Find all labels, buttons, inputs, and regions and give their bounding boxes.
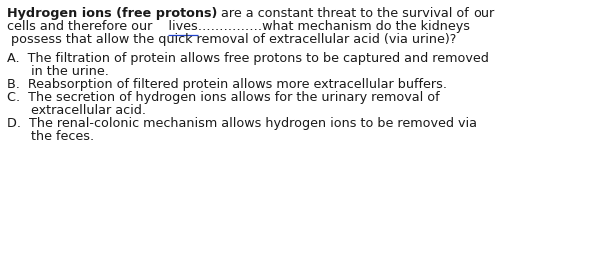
Text: in the urine.: in the urine.	[7, 65, 109, 78]
Text: extracellular acid.: extracellular acid.	[7, 104, 146, 117]
Text: C.  The secretion of hydrogen ions allows for the urinary removal of: C. The secretion of hydrogen ions allows…	[7, 91, 439, 104]
Text: A.  The filtration of protein allows free protons to be captured and removed: A. The filtration of protein allows free…	[7, 52, 489, 65]
Text: are a constant threat to the survival of: are a constant threat to the survival of	[218, 7, 473, 20]
Text: D.  The renal-colonic mechanism allows hydrogen ions to be removed via: D. The renal-colonic mechanism allows hy…	[7, 117, 477, 130]
Text: cells and therefore our    lives……………what mechanism do the kidneys: cells and therefore our lives……………what m…	[7, 20, 470, 33]
Text: B.  Reabsorption of filtered protein allows more extracellular buffers.: B. Reabsorption of filtered protein allo…	[7, 78, 447, 91]
Text: our: our	[473, 7, 495, 20]
Text: the feces.: the feces.	[7, 130, 94, 143]
Text: possess that allow the quick removal of extracellular acid (via urine)?: possess that allow the quick removal of …	[7, 33, 456, 46]
Text: cells and therefore our: cells and therefore our	[7, 20, 168, 33]
Text: cells and therefore our    lives: cells and therefore our lives	[7, 20, 198, 33]
Text: Hydrogen ions (free protons): Hydrogen ions (free protons)	[7, 7, 218, 20]
